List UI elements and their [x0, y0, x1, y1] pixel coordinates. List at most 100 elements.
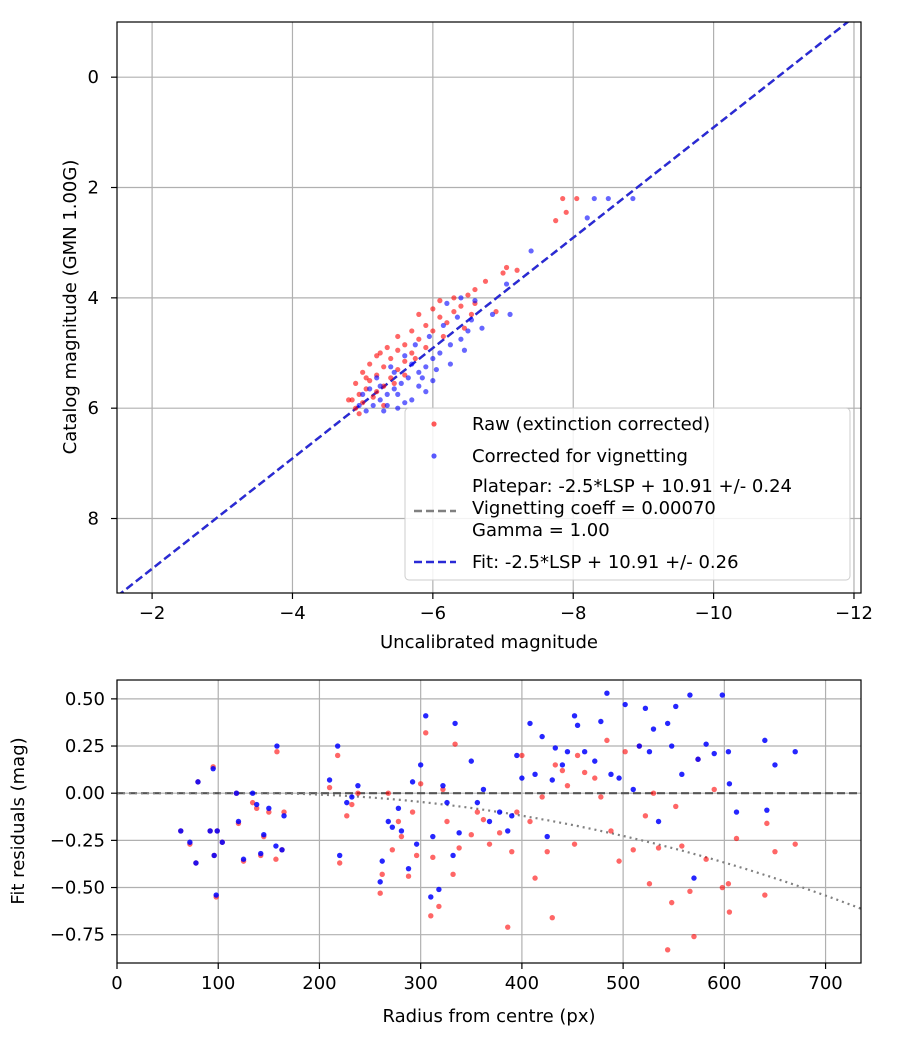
- top-point-corrected: [395, 391, 401, 397]
- bottom-point-corrected: [436, 886, 442, 893]
- top-point-raw: [356, 411, 362, 417]
- top-x-tick-label: −6: [420, 603, 447, 624]
- bottom-point-raw: [733, 835, 740, 842]
- bottom-point-corrected: [604, 690, 610, 696]
- bottom-y-tick-label: 0.00: [65, 783, 105, 804]
- bottom-point-corrected: [679, 771, 685, 778]
- bottom-point-corrected: [592, 758, 598, 764]
- top-point-corrected: [528, 248, 534, 254]
- top-point-raw: [444, 320, 450, 326]
- bottom-point-corrected: [219, 839, 225, 845]
- bottom-point-corrected: [385, 818, 391, 825]
- top-point-corrected: [430, 355, 436, 362]
- bottom-point-corrected: [630, 786, 636, 793]
- bottom-point-raw: [355, 790, 361, 796]
- bottom-y-tick-label: 0.50: [65, 689, 105, 710]
- top-axes-frame: [116, 21, 862, 594]
- bottom-point-raw: [417, 781, 424, 787]
- top-chart: −2 −4 −6 −8 −10 −12 0 2 4 6 8 Uncalibrated magnitu…: [60, 21, 873, 653]
- bottom-point-raw: [691, 933, 697, 940]
- top-point-raw: [402, 358, 408, 364]
- top-point-corrected: [468, 317, 475, 323]
- bottom-point-corrected: [336, 852, 343, 859]
- top-point-raw: [346, 397, 352, 403]
- bottom-point-corrected: [395, 805, 402, 811]
- top-y-tick-label: 8: [88, 509, 99, 530]
- bottom-point-raw: [726, 909, 733, 915]
- bottom-x-tick-label: 200: [302, 973, 336, 994]
- bottom-x-tick-label: 600: [707, 973, 741, 994]
- bottom-point-corrected: [564, 748, 571, 755]
- bottom-point-corrected: [377, 879, 383, 885]
- top-point-corrected: [458, 336, 464, 342]
- top-x-tick-label: −2: [139, 603, 166, 624]
- top-x-tick-label: −10: [695, 603, 733, 624]
- top-point-corrected: [472, 298, 478, 304]
- top-y-tick-label: 2: [88, 178, 99, 199]
- bottom-point-raw: [430, 854, 436, 861]
- top-point-corrected: [391, 369, 397, 375]
- bottom-point-corrected: [762, 737, 768, 744]
- bottom-point-corrected: [274, 743, 280, 749]
- bottom-point-raw: [326, 784, 333, 791]
- top-point-corrected: [507, 311, 513, 317]
- top-point-raw: [402, 372, 408, 378]
- top-point-corrected: [465, 328, 471, 334]
- top-point-corrected: [479, 325, 485, 331]
- top-point-raw: [437, 298, 443, 304]
- bottom-point-corrected: [480, 786, 487, 793]
- top-point-raw: [412, 355, 418, 362]
- top-y-tick-label: 6: [88, 398, 99, 419]
- bottom-point-corrected: [642, 705, 649, 711]
- top-x-tick-label: −8: [560, 603, 587, 624]
- bottom-point-corrected: [514, 752, 520, 759]
- top-point-corrected: [423, 364, 429, 370]
- bottom-point-corrected: [235, 818, 242, 825]
- legend-label-raw: Raw (extinction corrected): [472, 414, 710, 435]
- top-point-corrected: [489, 311, 496, 317]
- bottom-point-raw: [725, 881, 732, 887]
- legend-label-gamma: Gamma = 1.00: [472, 520, 610, 541]
- bottom-point-corrected: [240, 856, 247, 862]
- bottom-point-corrected: [450, 852, 456, 859]
- top-point-raw: [367, 361, 373, 367]
- bottom-x-tick-label: 0: [111, 973, 122, 994]
- top-point-raw: [374, 353, 380, 359]
- bottom-point-raw: [564, 782, 571, 789]
- top-point-raw: [416, 336, 422, 342]
- bottom-point-corrected: [544, 833, 550, 840]
- bottom-point-corrected: [646, 748, 653, 755]
- bottom-point-corrected: [417, 762, 424, 768]
- bottom-point-corrected: [178, 828, 184, 834]
- top-point-raw: [465, 292, 471, 298]
- top-point-raw: [560, 195, 566, 202]
- top-point-raw: [430, 306, 436, 312]
- top-point-corrected: [447, 361, 453, 367]
- top-point-raw: [353, 405, 359, 411]
- bottom-point-raw: [274, 748, 280, 755]
- bottom-point-corrected: [772, 762, 778, 768]
- bottom-point-raw: [642, 813, 649, 819]
- bottom-point-corrected: [405, 865, 412, 872]
- bottom-point-raw: [253, 805, 260, 811]
- top-point-corrected: [630, 195, 636, 202]
- bottom-point-raw: [592, 775, 598, 781]
- bottom-point-raw: [581, 769, 588, 776]
- bottom-point-raw: [334, 752, 341, 759]
- top-point-corrected: [458, 295, 464, 301]
- bottom-point-raw: [395, 818, 402, 825]
- top-y-tick-label: 0: [88, 67, 99, 88]
- bottom-point-corrected: [764, 807, 770, 813]
- top-point-raw: [388, 375, 394, 381]
- bottom-point-corrected: [474, 799, 481, 806]
- bottom-point-raw: [436, 903, 442, 910]
- top-point-corrected: [437, 350, 443, 356]
- bottom-point-corrected: [574, 722, 581, 728]
- top-point-raw: [468, 311, 475, 317]
- bottom-point-raw: [703, 856, 709, 862]
- top-point-corrected: [461, 347, 468, 353]
- bottom-point-raw: [496, 830, 503, 836]
- top-point-corrected: [381, 408, 387, 414]
- bottom-y-tick-label: 0.25: [65, 736, 105, 757]
